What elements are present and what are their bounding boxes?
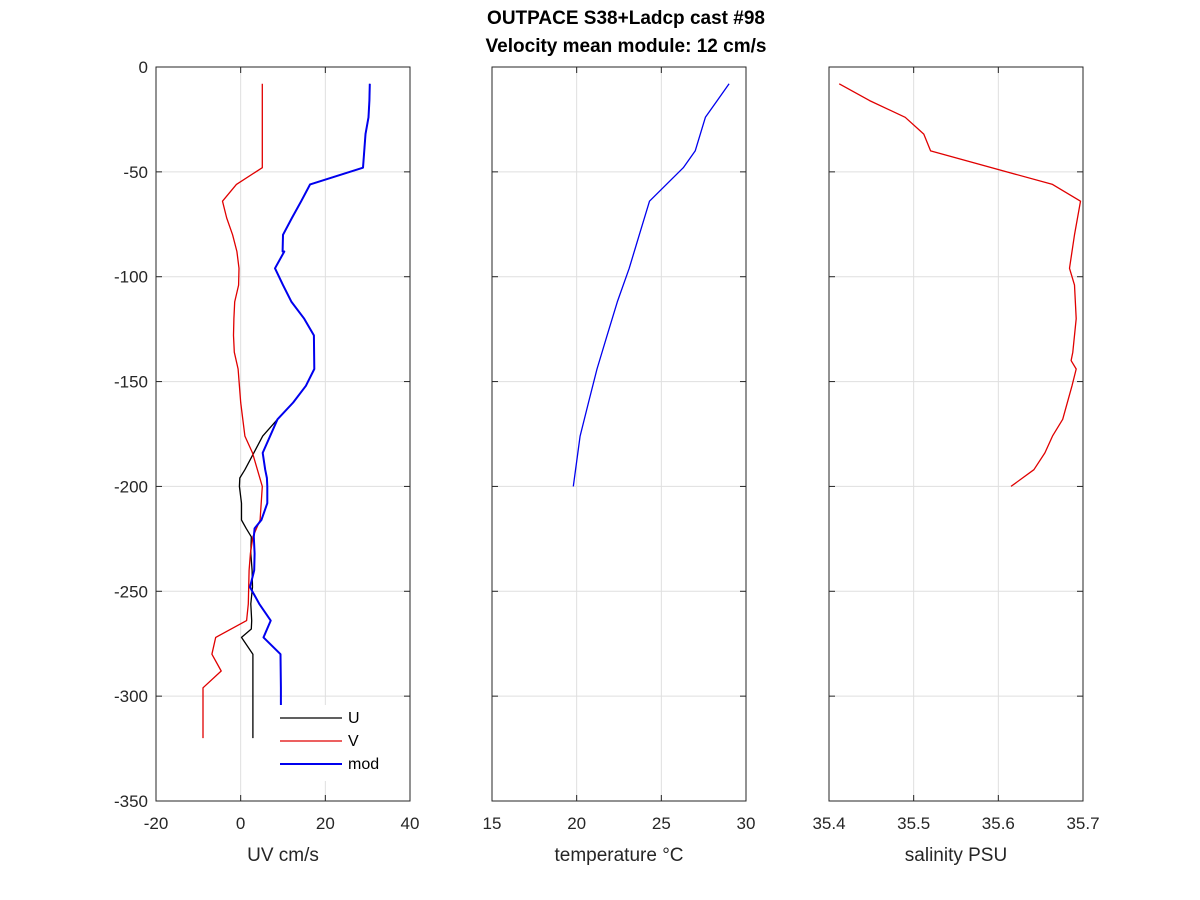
depth-tick-label: -100 (114, 268, 148, 287)
legend-label-mod: mod (348, 756, 379, 773)
temperature-xtick-label: 20 (567, 814, 586, 833)
v-series-line (202, 83, 263, 739)
salinity-xtick-label: 35.5 (897, 814, 930, 833)
uv-axes-box (155, 66, 411, 802)
salinity-panel: 35.4 35.5 35.6 35.7 salinity PSU (812, 66, 1100, 866)
legend-background (276, 705, 406, 781)
temperature-xtick-label: 25 (652, 814, 671, 833)
mod-series-line (249, 83, 371, 739)
depth-tick-label: -250 (114, 582, 148, 601)
salinity-xtick-label: 35.7 (1066, 814, 1099, 833)
depth-tick-label: -200 (114, 477, 148, 496)
chart-subtitle: Velocity mean module: 12 cm/s (486, 36, 767, 57)
salinity-axes-box (828, 66, 1084, 802)
temperature-xtick-label: 15 (483, 814, 502, 833)
depth-tick-label: 0 (139, 58, 148, 77)
depth-tick-label: -150 (114, 373, 148, 392)
u-series-line (238, 83, 371, 739)
temperature-x-axis-label: temperature °C (554, 845, 683, 866)
salinity-x-axis-label: salinity PSU (905, 845, 1007, 866)
chart-title: OUTPACE S38+Ladcp cast #98 (487, 8, 765, 29)
uv-xtick-label: 0 (236, 814, 245, 833)
legend-label-u: U (348, 710, 360, 727)
salinity-series-line (838, 83, 1082, 487)
depth-tick-label: -350 (114, 792, 148, 811)
uv-xtick-label: 40 (401, 814, 420, 833)
salinity-xtick-label: 35.6 (982, 814, 1015, 833)
uv-x-axis-label: UV cm/s (247, 845, 319, 866)
temperature-series-line (572, 83, 730, 487)
temperature-xtick-label: 30 (737, 814, 756, 833)
depth-tick-label: -300 (114, 687, 148, 706)
temperature-panel: 15 20 25 30 temperature °C (483, 66, 756, 866)
temperature-axes-box (491, 66, 747, 802)
uv-xtick-label: -20 (144, 814, 169, 833)
salinity-xtick-label: 35.4 (812, 814, 845, 833)
depth-tick-label: -50 (123, 163, 148, 182)
uv-xtick-label: 20 (316, 814, 335, 833)
legend-label-v: V (348, 733, 359, 750)
